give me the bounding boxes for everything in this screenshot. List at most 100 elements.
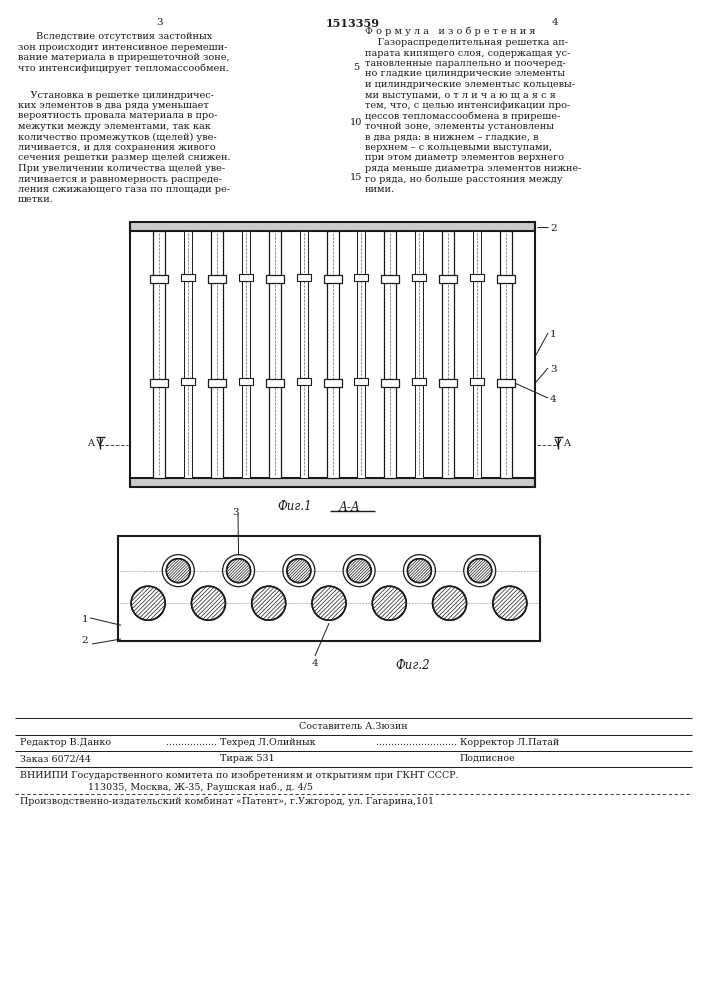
Text: .: . — [375, 738, 378, 747]
Text: .: . — [183, 738, 186, 747]
Text: Тираж 531: Тираж 531 — [220, 754, 274, 763]
Text: .: . — [210, 738, 213, 747]
Text: точной зоне, элементы установлены: точной зоне, элементы установлены — [365, 122, 554, 131]
Bar — [239, 378, 252, 385]
Text: Фиг.2: Фиг.2 — [395, 659, 430, 672]
Text: .: . — [447, 738, 450, 747]
Text: .: . — [390, 738, 393, 747]
Text: Редактор В.Данко: Редактор В.Данко — [20, 738, 111, 747]
Text: Заказ 6072/44: Заказ 6072/44 — [20, 754, 91, 763]
Text: 1: 1 — [81, 615, 88, 624]
Text: 4: 4 — [312, 659, 318, 668]
Text: 2: 2 — [550, 224, 556, 233]
Text: 1513359: 1513359 — [326, 18, 380, 29]
Text: .: . — [426, 738, 429, 747]
Bar — [239, 274, 252, 281]
Bar — [439, 379, 457, 387]
Text: Производственно-издательский комбинат «Патент», г.Ужгород, ул. Гагарина,101: Производственно-издательский комбинат «П… — [20, 797, 434, 806]
Circle shape — [166, 559, 190, 583]
Text: сечения решетки размер щелей снижен.: сечения решетки размер щелей снижен. — [18, 153, 230, 162]
Bar — [181, 378, 195, 385]
Text: .: . — [195, 738, 198, 747]
Bar — [208, 275, 226, 283]
Text: При увеличении количества щелей уве-: При увеличении количества щелей уве- — [18, 164, 225, 173]
Bar — [118, 536, 540, 641]
Text: парата кипящего слоя, содержащая ус-: парата кипящего слоя, содержащая ус- — [365, 48, 571, 57]
Bar — [470, 274, 484, 281]
Bar — [473, 231, 481, 478]
Text: Вследствие отсутствия застойных: Вследствие отсутствия застойных — [36, 32, 212, 41]
Text: ких элементов в два ряда уменьшает: ких элементов в два ряда уменьшает — [18, 101, 209, 110]
Text: тем, что, с целью интенсификации про-: тем, что, с целью интенсификации про- — [365, 101, 571, 110]
Bar — [381, 379, 399, 387]
Text: .: . — [453, 738, 456, 747]
Bar — [266, 379, 284, 387]
Text: .: . — [429, 738, 432, 747]
Text: межутки между элементами, так как: межутки между элементами, так как — [18, 122, 211, 131]
Text: 4: 4 — [550, 395, 556, 404]
Bar — [327, 231, 339, 478]
Text: .: . — [204, 738, 207, 747]
Circle shape — [131, 586, 165, 620]
Text: .: . — [423, 738, 426, 747]
Text: .: . — [384, 738, 387, 747]
Text: 3: 3 — [157, 18, 163, 27]
Text: тановленные параллельно и поочеред-: тановленные параллельно и поочеред- — [365, 59, 566, 68]
Text: личивается и равномерность распреде-: личивается и равномерность распреде- — [18, 174, 222, 184]
Text: .: . — [387, 738, 390, 747]
Text: Подписное: Подписное — [460, 754, 515, 763]
Text: но гладкие цилиндрические элементы: но гладкие цилиндрические элементы — [365, 70, 565, 79]
Text: 1: 1 — [550, 330, 556, 339]
Bar — [415, 231, 423, 478]
Bar — [211, 231, 223, 478]
Text: что интенсифицирует тепломассообмен.: что интенсифицирует тепломассообмен. — [18, 64, 229, 73]
Bar — [385, 231, 397, 478]
Text: .: . — [432, 738, 435, 747]
Bar — [470, 378, 484, 385]
Text: .: . — [165, 738, 168, 747]
Text: при этом диаметр элементов верхнего: при этом диаметр элементов верхнего — [365, 153, 564, 162]
Text: Фиг.1: Фиг.1 — [278, 500, 312, 513]
Text: .: . — [192, 738, 195, 747]
Circle shape — [468, 559, 491, 583]
Text: ления сжижающего газа по площади ре-: ления сжижающего газа по площади ре- — [18, 185, 230, 194]
Text: 4: 4 — [551, 18, 559, 27]
Text: вание материала в прирешеточной зоне,: вание материала в прирешеточной зоне, — [18, 53, 230, 62]
Bar — [208, 379, 226, 387]
Bar — [184, 231, 192, 478]
Text: .: . — [405, 738, 408, 747]
Text: .: . — [411, 738, 414, 747]
Text: цессов тепломассообмена в приреше-: цессов тепломассообмена в приреше- — [365, 111, 560, 121]
Text: .: . — [378, 738, 381, 747]
Text: личивается, и для сохранения живого: личивается, и для сохранения живого — [18, 143, 216, 152]
Circle shape — [192, 586, 226, 620]
Bar — [324, 379, 341, 387]
Text: .: . — [399, 738, 402, 747]
Text: .: . — [444, 738, 447, 747]
Bar — [497, 379, 515, 387]
Text: Составитель А.Зюзин: Составитель А.Зюзин — [298, 722, 407, 731]
Text: 3: 3 — [550, 365, 556, 374]
Bar — [412, 378, 426, 385]
Circle shape — [287, 559, 311, 583]
Text: .: . — [408, 738, 411, 747]
Text: .: . — [417, 738, 420, 747]
Text: Ф о р м у л а   и з о б р е т е н и я: Ф о р м у л а и з о б р е т е н и я — [365, 26, 535, 35]
Text: .: . — [402, 738, 405, 747]
Text: Газораспределительная решетка ап-: Газораспределительная решетка ап- — [365, 38, 568, 47]
Circle shape — [493, 586, 527, 620]
Text: .: . — [207, 738, 210, 747]
Bar — [150, 275, 168, 283]
Text: .: . — [186, 738, 189, 747]
Text: ми выступами, о т л и ч а ю щ а я с я: ми выступами, о т л и ч а ю щ а я с я — [365, 91, 556, 100]
Text: .: . — [198, 738, 201, 747]
Text: .: . — [201, 738, 204, 747]
Text: ними.: ними. — [365, 185, 395, 194]
Circle shape — [252, 586, 286, 620]
Text: .: . — [420, 738, 423, 747]
Text: A: A — [563, 439, 570, 448]
Text: А-А: А-А — [339, 501, 361, 514]
Bar — [354, 378, 368, 385]
Text: .: . — [414, 738, 417, 747]
Text: в два ряда: в нижнем – гладкие, в: в два ряда: в нижнем – гладкие, в — [365, 132, 539, 141]
